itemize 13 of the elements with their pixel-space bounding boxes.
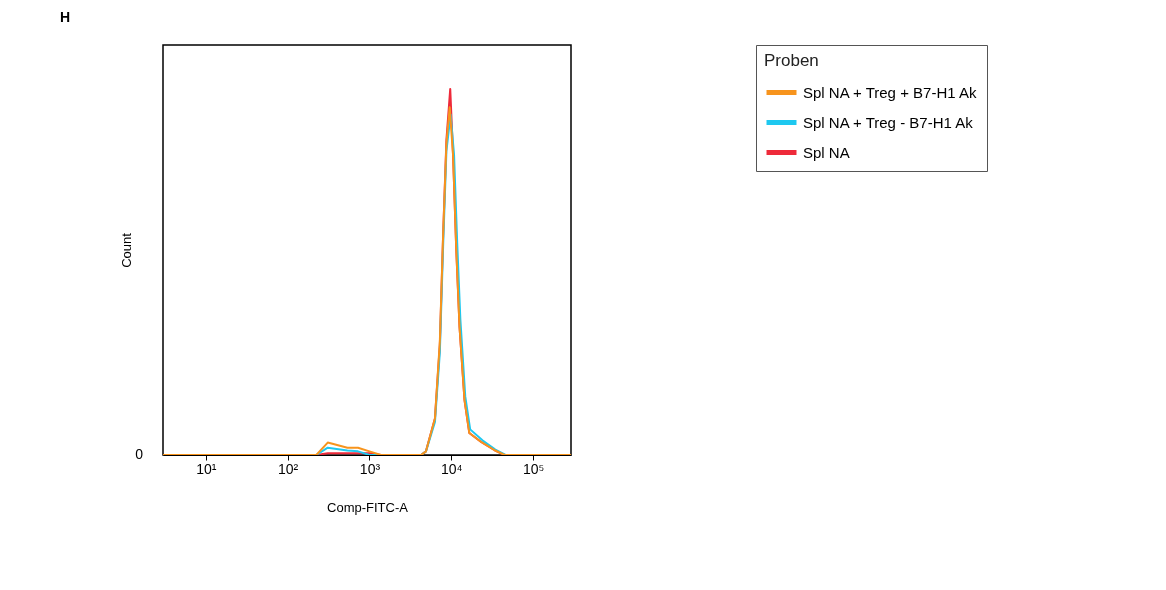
- legend-title: Proben: [764, 51, 819, 70]
- legend-label: Spl NA + Treg + B7-H1 Ak: [803, 83, 977, 101]
- x-tick-label: 10¹: [196, 460, 217, 477]
- y-axis-title: Count: [118, 232, 134, 268]
- legend-label: Spl NA: [803, 143, 850, 161]
- x-tick-label: 10⁴: [441, 460, 463, 477]
- text: 0: [135, 446, 144, 462]
- x-tick-label: 10³: [359, 460, 381, 477]
- x-tick-label: 10²: [278, 460, 299, 477]
- x-axis-title: Comp-FITC-A: [327, 499, 409, 515]
- x-tick-label: 10⁵: [522, 460, 545, 477]
- chart-title: H: [60, 8, 71, 25]
- legend-label: Spl NA + Treg - B7-H1 Ak: [803, 113, 974, 131]
